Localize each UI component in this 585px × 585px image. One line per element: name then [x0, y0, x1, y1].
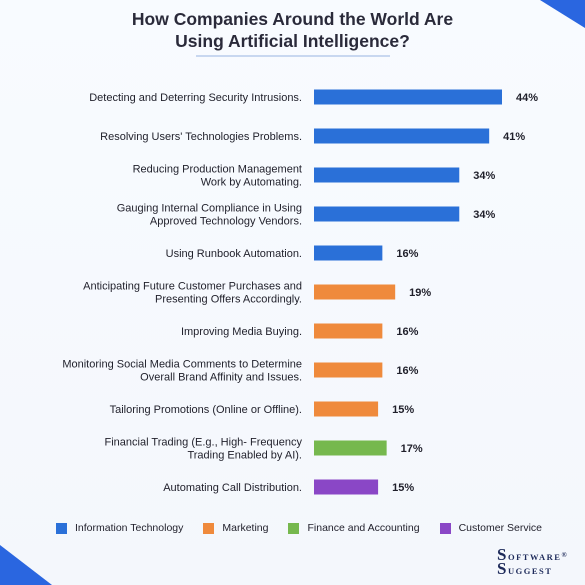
legend-label: Customer Service [458, 522, 543, 534]
bar [314, 245, 383, 261]
value-label: 41% [503, 131, 525, 143]
bar [314, 362, 383, 378]
legend-label: Marketing [222, 522, 269, 534]
chart-title-line-2: Using Artificial Intelligence? [175, 31, 410, 51]
category-label: Anticipating Future Customer Purchases a… [83, 281, 302, 293]
bar [314, 479, 379, 495]
bar [314, 206, 460, 222]
bar [314, 89, 502, 105]
category-label: Detecting and Deterring Security Intrusi… [89, 92, 302, 104]
category-label: Financial Trading (E.g., High- Frequency [105, 437, 303, 449]
legend-swatch [288, 522, 300, 534]
legend-item: Finance and Accounting [288, 522, 420, 534]
category-label: Using Runbook Automation. [166, 248, 302, 260]
bar [314, 284, 396, 300]
legend-label: Information Technology [75, 522, 184, 534]
legend-item: Customer Service [439, 522, 543, 534]
value-label: 44% [516, 92, 538, 104]
category-label: Work by Automating. [201, 177, 302, 189]
value-label: 34% [473, 209, 495, 221]
category-label: Improving Media Buying. [181, 326, 302, 338]
category-label: Approved Technology Vendors. [150, 216, 302, 228]
title-underline [196, 55, 390, 57]
legend-label: Finance and Accounting [307, 522, 420, 534]
value-label: 17% [401, 443, 423, 455]
bar [314, 128, 490, 144]
value-label: 34% [473, 170, 495, 182]
chart-legend: Information Technology Marketing Finance a… [56, 522, 562, 534]
legend-swatch [203, 522, 215, 534]
legend-swatch [439, 522, 451, 534]
category-label: Gauging Internal Compliance in Using [117, 203, 302, 215]
bar [314, 440, 387, 456]
category-label: Overall Brand Affinity and Issues. [140, 372, 302, 384]
category-label: Reducing Production Management [133, 164, 302, 176]
chart-title-line-1: How Companies Around the World Are [131, 9, 454, 29]
value-label: 19% [409, 287, 431, 299]
bar [314, 323, 383, 339]
bar [314, 401, 379, 417]
value-label: 16% [396, 326, 418, 338]
bar [314, 167, 460, 183]
value-label: 15% [392, 404, 414, 416]
software-suggest-logo: SOFTWARE® SUGGEST [497, 545, 569, 578]
category-label: Trading Enabled by AI). [187, 450, 302, 462]
value-label: 16% [396, 248, 418, 260]
legend-item: Marketing [203, 522, 268, 534]
category-label: Automating Call Distribution. [163, 482, 302, 494]
category-label: Presenting Offers Accordingly. [155, 294, 302, 306]
category-label: Monitoring Social Media Comments to Dete… [62, 359, 302, 371]
legend-item: Information Technology [56, 522, 183, 534]
bar-chart: Detecting and Deterring Security Intrusi… [62, 89, 538, 495]
category-label: Tailoring Promotions (Online or Offline)… [110, 404, 302, 416]
value-label: 15% [392, 482, 414, 494]
value-label: 16% [396, 365, 418, 377]
legend-swatch [56, 522, 67, 534]
category-label: Resolving Users' Technologies Problems. [100, 131, 302, 143]
